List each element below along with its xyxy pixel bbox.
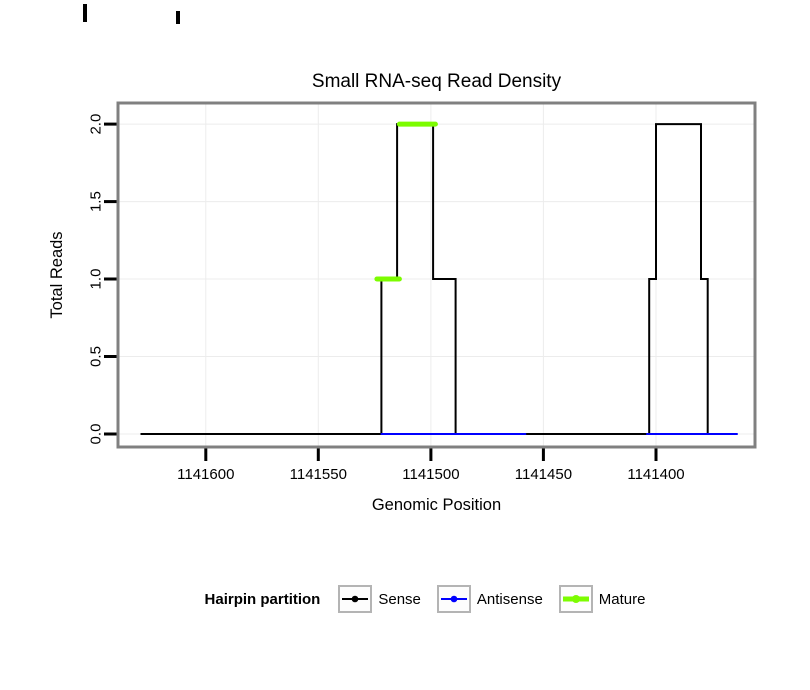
svg-text:1.0: 1.0 bbox=[88, 269, 105, 290]
y-axis-ticks: 0.0 0.5 1.0 1.5 2.0 bbox=[88, 114, 117, 445]
stray-tick-mark-2 bbox=[176, 11, 180, 24]
panel-border bbox=[116, 101, 757, 449]
legend-label-antisense: Antisense bbox=[476, 590, 543, 608]
y-axis-title: Total Reads bbox=[48, 231, 66, 319]
svg-text:1141600: 1141600 bbox=[177, 466, 234, 483]
legend-entry-sense: Sense bbox=[338, 585, 421, 613]
legend-title: Hairpin partition bbox=[204, 590, 321, 608]
svg-text:0.5: 0.5 bbox=[88, 346, 105, 367]
stray-tick-mark-1 bbox=[83, 4, 87, 22]
legend-label-mature: Mature bbox=[598, 590, 646, 608]
sense-line-point-icon bbox=[338, 585, 373, 613]
series-mature bbox=[374, 121, 438, 282]
svg-text:1141450: 1141450 bbox=[515, 466, 572, 483]
chart-title: Small RNA-seq Read Density bbox=[311, 71, 562, 92]
svg-text:0.0: 0.0 bbox=[88, 424, 105, 445]
x-axis-ticks: 1141600 1141550 1141500 1141450 1141400 bbox=[177, 448, 685, 483]
svg-text:1141550: 1141550 bbox=[290, 466, 347, 483]
legend-entry-antisense: Antisense bbox=[436, 585, 543, 613]
x-axis-title: Genomic Position bbox=[371, 496, 502, 514]
legend-hairpin-partition: Hairpin partition Sense Antisense bbox=[20, 582, 810, 616]
legend-label-sense: Sense bbox=[378, 590, 421, 608]
svg-text:1141500: 1141500 bbox=[402, 466, 459, 483]
legend-entry-mature: Mature bbox=[558, 585, 646, 613]
antisense-line-point-icon bbox=[436, 585, 471, 613]
svg-text:1141400: 1141400 bbox=[627, 466, 684, 483]
plot-area: 1141600 1141550 1141500 1141450 11414000.00.… bbox=[88, 101, 757, 483]
mature-line-point-icon bbox=[558, 585, 593, 613]
gridlines bbox=[118, 103, 755, 447]
svg-text:2.0: 2.0 bbox=[88, 114, 105, 135]
svg-text:1.5: 1.5 bbox=[88, 191, 105, 212]
